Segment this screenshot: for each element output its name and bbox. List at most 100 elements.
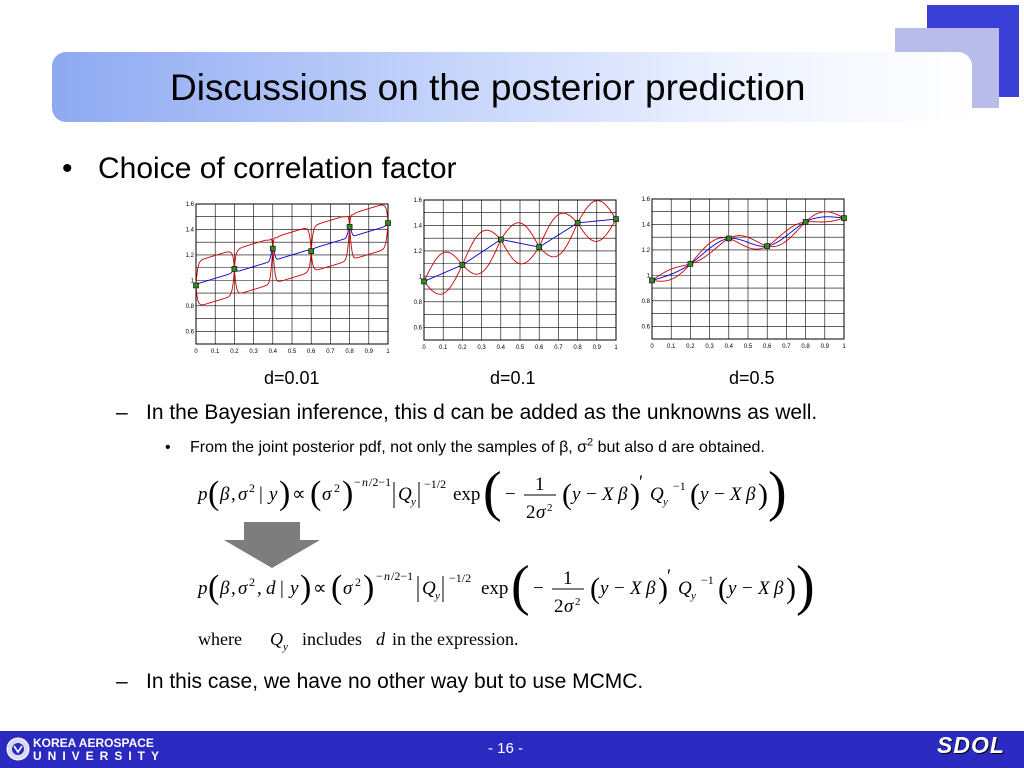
svg-text:2: 2 bbox=[547, 502, 553, 514]
x-tick-label: 0.9 bbox=[821, 344, 830, 350]
x-tick-label: 0.7 bbox=[782, 344, 791, 350]
svg-text:d: d bbox=[266, 578, 276, 599]
data-point bbox=[841, 215, 847, 221]
svg-text:n: n bbox=[384, 569, 390, 583]
svg-text:|: | bbox=[280, 578, 284, 599]
y-tick-label: 0.8 bbox=[642, 299, 651, 305]
svg-text:(: ( bbox=[590, 572, 600, 605]
chart-caption-3: d=0.5 bbox=[729, 368, 775, 388]
svg-text:β: β bbox=[219, 578, 230, 599]
svg-text:−: − bbox=[714, 484, 725, 505]
svg-text:β: β bbox=[219, 484, 230, 505]
svg-text:σ: σ bbox=[564, 596, 574, 617]
svg-text:y: y bbox=[434, 590, 440, 602]
brand-logo: SDOL bbox=[937, 732, 1005, 758]
data-point bbox=[308, 248, 314, 254]
x-tick-label: 0 bbox=[422, 345, 426, 351]
x-tick-label: 0.4 bbox=[725, 344, 734, 350]
bullet-level3-text: From the joint posterior pdf, not only t… bbox=[190, 437, 765, 457]
footer-bar bbox=[0, 731, 1024, 768]
svg-text:σ: σ bbox=[238, 578, 248, 599]
svg-text:y: y bbox=[570, 484, 581, 505]
y-tick-label: 0.6 bbox=[186, 329, 195, 335]
svg-text:2: 2 bbox=[575, 596, 581, 608]
data-point bbox=[193, 282, 199, 289]
data-point bbox=[385, 220, 391, 226]
chart-d05: 0 0.1 0.2 0.3 0.4 0.5 0.6 0.7 0.8 0.9 1 0.6 0.8 1 1.2 1… bbox=[640, 193, 850, 358]
svg-text:Q: Q bbox=[650, 484, 664, 505]
y-tick-label: 1 bbox=[419, 274, 423, 280]
x-tick-label: 0.2 bbox=[686, 344, 695, 350]
svg-text:−1/2: −1/2 bbox=[449, 571, 471, 585]
svg-text:2: 2 bbox=[554, 596, 564, 617]
svg-text:−: − bbox=[376, 569, 383, 583]
bullet-level2-b: – In this case, we have no other way but … bbox=[116, 670, 643, 694]
svg-text:Q: Q bbox=[398, 484, 412, 505]
svg-text:−: − bbox=[533, 578, 544, 599]
svg-text:2: 2 bbox=[249, 575, 255, 589]
x-tick-label: 0.3 bbox=[477, 345, 486, 351]
svg-text:y: y bbox=[410, 496, 416, 508]
svg-text:y: y bbox=[698, 484, 709, 505]
svg-text:β: β bbox=[617, 484, 628, 505]
data-point bbox=[459, 262, 466, 268]
svg-text:X: X bbox=[629, 578, 643, 599]
svg-text:X: X bbox=[601, 484, 615, 505]
bullet-level3: • From the joint posterior pdf, not only … bbox=[165, 437, 765, 457]
svg-text:′: ′ bbox=[667, 566, 671, 587]
svg-text:in the expression.: in the expression. bbox=[392, 629, 518, 649]
svg-text:exp: exp bbox=[453, 484, 480, 505]
svg-text:): ) bbox=[342, 475, 353, 512]
svg-text:−: − bbox=[742, 578, 753, 599]
y-tick-label: 0.8 bbox=[414, 300, 423, 306]
svg-text:Q: Q bbox=[422, 578, 436, 599]
y-tick-label: 1 bbox=[191, 278, 195, 284]
svg-text:): ) bbox=[300, 569, 311, 606]
x-tick-label: 0.2 bbox=[458, 345, 467, 351]
university-emblem-icon bbox=[6, 737, 30, 761]
svg-text:): ) bbox=[796, 562, 815, 617]
x-tick-label: 0.9 bbox=[593, 345, 602, 351]
lower-bound-line bbox=[423, 218, 617, 295]
x-tick-label: 0.8 bbox=[573, 345, 582, 351]
y-tick-label: 1.2 bbox=[414, 249, 423, 255]
svg-text:2: 2 bbox=[355, 575, 361, 589]
svg-text:σ: σ bbox=[536, 502, 546, 523]
svg-text:includes: includes bbox=[302, 629, 362, 649]
bullet-level1-text: Choice of correlation factor bbox=[98, 152, 457, 185]
svg-text:∝: ∝ bbox=[292, 484, 306, 505]
svg-text:/2−1: /2−1 bbox=[391, 569, 413, 583]
y-tick-label: 1.4 bbox=[642, 222, 651, 228]
svg-text:2: 2 bbox=[526, 502, 536, 523]
dash-marker: – bbox=[116, 401, 128, 424]
mean-line bbox=[195, 222, 389, 286]
upper-bound-line bbox=[195, 204, 389, 286]
data-point bbox=[802, 219, 809, 225]
svg-text:−: − bbox=[354, 475, 361, 489]
chart-d001: 0 0.1 0.2 0.3 0.4 0.5 0.6 0.7 0.8 0.9 1 0.6 0.8 1 1.2 1… bbox=[184, 198, 394, 363]
x-tick-label: 0.1 bbox=[439, 345, 448, 351]
x-tick-label: 0.5 bbox=[288, 349, 297, 355]
svg-text:−1: −1 bbox=[673, 479, 686, 493]
chart-svg: 0 0.1 0.2 0.3 0.4 0.5 0.6 0.7 0.8 0.9 1 0.6 0.8 1 1.2 1… bbox=[186, 202, 391, 355]
x-tick-label: 0.4 bbox=[269, 349, 278, 355]
data-point bbox=[574, 220, 581, 226]
mean-line bbox=[423, 218, 617, 282]
university-name: KOREA AEROSPACE UNIVERSITY bbox=[33, 737, 165, 763]
svg-text:y: y bbox=[598, 578, 609, 599]
bullet-level2-a-text: In the Bayesian inference, this d can be… bbox=[146, 401, 818, 424]
x-tick-label: 0.9 bbox=[365, 349, 374, 355]
x-tick-label: 0 bbox=[194, 349, 198, 355]
svg-text:β: β bbox=[773, 578, 784, 599]
svg-text:(: ( bbox=[483, 468, 502, 523]
svg-text:(: ( bbox=[562, 478, 572, 511]
svg-text:X: X bbox=[757, 578, 771, 599]
down-arrow-icon bbox=[224, 522, 320, 568]
x-tick-label: 0.7 bbox=[326, 349, 335, 355]
svg-text:2: 2 bbox=[249, 481, 255, 495]
svg-text:(: ( bbox=[511, 562, 530, 617]
upper-bound-line bbox=[651, 211, 845, 281]
